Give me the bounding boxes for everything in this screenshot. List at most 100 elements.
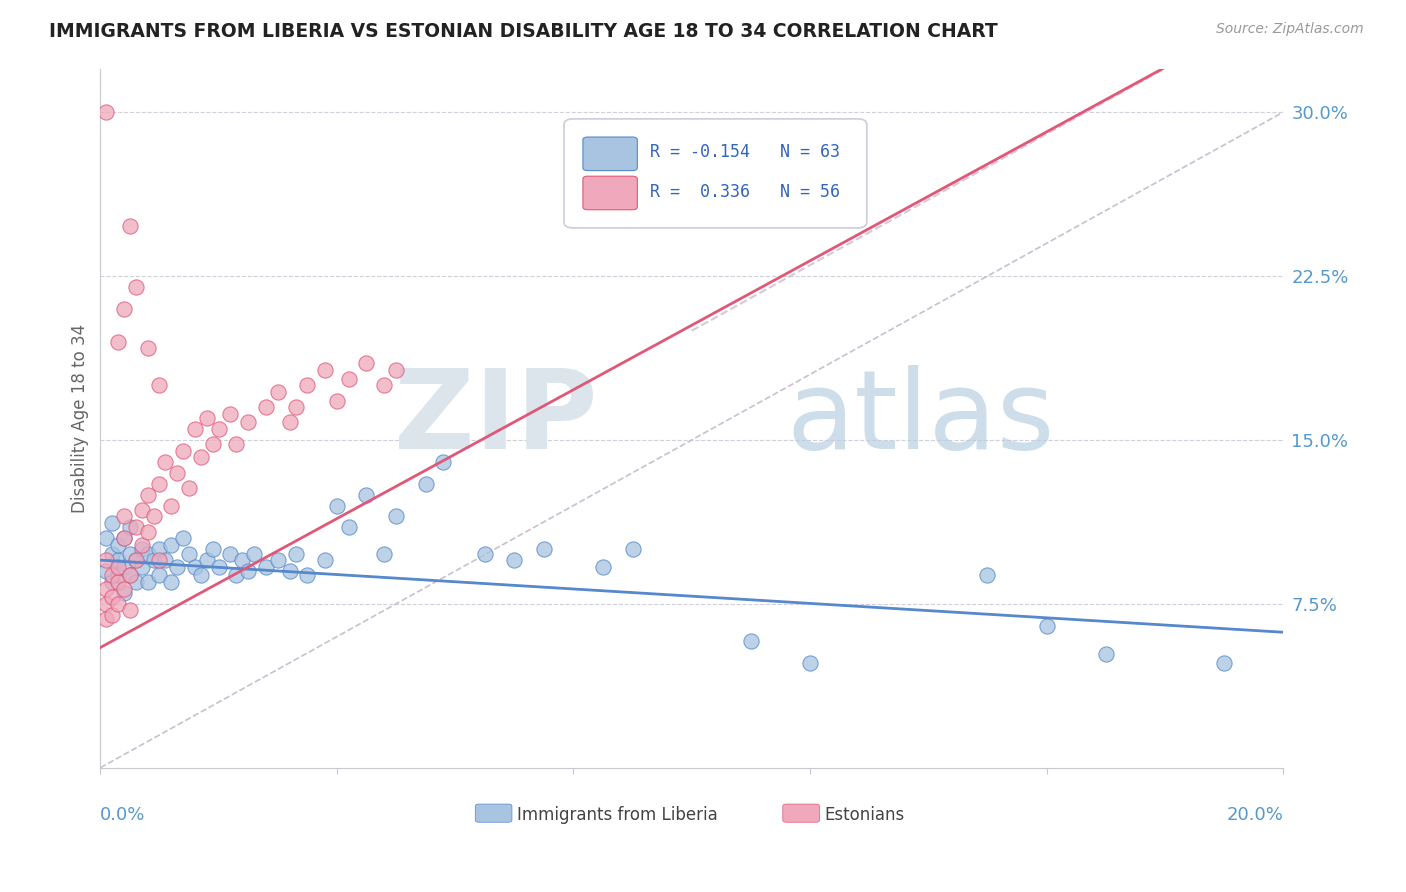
Point: [118, 568, 141, 582]
Point: [284, 400, 307, 414]
Point: [976, 568, 998, 582]
Point: [297, 378, 319, 392]
Y-axis label: Disability Age 18 to 34: Disability Age 18 to 34: [72, 324, 89, 513]
Point: [1213, 656, 1236, 670]
Point: [125, 553, 148, 567]
Point: [278, 416, 301, 430]
Point: [533, 542, 555, 557]
Point: [225, 437, 247, 451]
Point: [148, 568, 170, 582]
Point: [107, 574, 129, 589]
Point: [131, 538, 153, 552]
Text: 20.0%: 20.0%: [1226, 806, 1284, 824]
Point: [373, 547, 395, 561]
Point: [177, 547, 200, 561]
Point: [118, 603, 141, 617]
Point: [225, 568, 247, 582]
Point: [96, 105, 118, 120]
Point: [101, 574, 124, 589]
Point: [238, 564, 260, 578]
Point: [136, 574, 159, 589]
Point: [148, 476, 170, 491]
Point: [131, 559, 153, 574]
Point: [125, 520, 148, 534]
Point: [184, 422, 207, 436]
Point: [799, 656, 821, 670]
Point: [96, 582, 118, 596]
Point: [740, 634, 762, 648]
Point: [136, 487, 159, 501]
Point: [112, 509, 135, 524]
Point: [356, 487, 378, 501]
Point: [1094, 647, 1116, 661]
Point: [107, 597, 129, 611]
FancyBboxPatch shape: [564, 119, 866, 228]
Point: [160, 574, 183, 589]
Point: [142, 509, 165, 524]
Text: 0.0%: 0.0%: [100, 806, 146, 824]
Point: [503, 553, 526, 567]
Point: [118, 219, 141, 233]
Point: [118, 520, 141, 534]
Point: [112, 531, 135, 545]
Point: [101, 607, 124, 622]
Point: [131, 503, 153, 517]
Point: [172, 531, 194, 545]
Point: [267, 384, 290, 399]
Point: [207, 559, 229, 574]
Point: [314, 553, 336, 567]
Point: [101, 547, 124, 561]
Point: [101, 568, 124, 582]
FancyBboxPatch shape: [583, 137, 637, 170]
Point: [142, 553, 165, 567]
Point: [267, 553, 290, 567]
Point: [112, 301, 135, 316]
Point: [131, 542, 153, 557]
Text: IMMIGRANTS FROM LIBERIA VS ESTONIAN DISABILITY AGE 18 TO 34 CORRELATION CHART: IMMIGRANTS FROM LIBERIA VS ESTONIAN DISA…: [49, 22, 998, 41]
Point: [107, 538, 129, 552]
Point: [195, 411, 218, 425]
Point: [278, 564, 301, 578]
Point: [160, 538, 183, 552]
Point: [107, 553, 129, 567]
Point: [136, 524, 159, 539]
Point: [125, 280, 148, 294]
Point: [385, 509, 408, 524]
Point: [373, 378, 395, 392]
FancyBboxPatch shape: [475, 804, 512, 822]
Point: [112, 531, 135, 545]
Point: [385, 363, 408, 377]
Point: [112, 582, 135, 596]
Point: [101, 591, 124, 605]
Text: atlas: atlas: [786, 365, 1054, 472]
Point: [107, 334, 129, 349]
FancyBboxPatch shape: [783, 804, 820, 822]
Point: [254, 400, 277, 414]
Point: [148, 542, 170, 557]
Point: [201, 542, 224, 557]
Point: [166, 466, 188, 480]
Text: ZIP: ZIP: [394, 365, 598, 472]
Point: [219, 407, 242, 421]
Point: [297, 568, 319, 582]
Point: [148, 553, 170, 567]
Point: [136, 547, 159, 561]
Point: [125, 553, 148, 567]
Text: Source: ZipAtlas.com: Source: ZipAtlas.com: [1216, 22, 1364, 37]
Point: [172, 443, 194, 458]
Point: [148, 378, 170, 392]
Point: [326, 393, 349, 408]
Point: [155, 455, 177, 469]
Point: [238, 416, 260, 430]
Text: Estonians: Estonians: [824, 806, 904, 824]
Point: [254, 559, 277, 574]
Point: [96, 564, 118, 578]
Point: [118, 568, 141, 582]
Point: [112, 586, 135, 600]
Point: [96, 531, 118, 545]
Point: [136, 341, 159, 355]
Point: [184, 559, 207, 574]
Point: [101, 516, 124, 530]
Point: [207, 422, 229, 436]
Point: [160, 499, 183, 513]
